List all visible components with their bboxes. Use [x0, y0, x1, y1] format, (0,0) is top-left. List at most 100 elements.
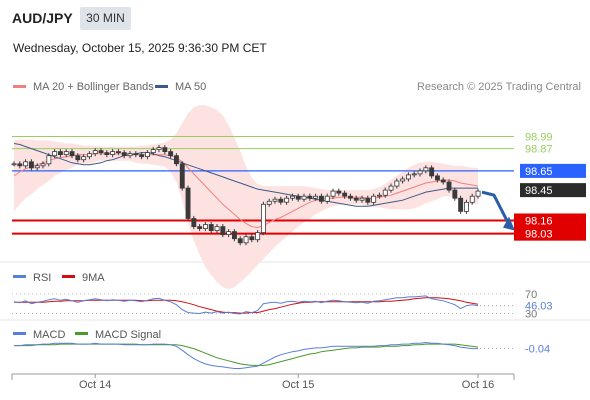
candle-body — [162, 147, 168, 153]
legend-rsi-ma: 9MA — [82, 272, 105, 284]
candle-body — [231, 231, 237, 240]
legend-macd: MACD — [33, 329, 65, 341]
candle-body — [289, 195, 295, 199]
candle-body — [34, 165, 40, 169]
candle-body — [150, 149, 156, 154]
candle-body — [92, 150, 98, 155]
x-tick-label: Oct 15 — [282, 379, 314, 391]
candle-body — [452, 189, 458, 199]
candle-body — [87, 153, 92, 158]
symbol-title: AUD/JPY — [12, 10, 73, 26]
candle-body — [214, 226, 220, 232]
candle-body — [382, 189, 388, 196]
candle-body — [63, 151, 69, 156]
candle-body — [185, 187, 191, 219]
candle-body — [376, 194, 382, 197]
candle-body — [301, 195, 307, 200]
candle-body — [359, 197, 365, 201]
candle-body — [249, 236, 255, 241]
candle-body — [255, 232, 261, 241]
candle-body — [278, 198, 284, 203]
candle-body — [342, 192, 348, 197]
chart-datetime: Wednesday, October 15, 2025 9:36:30 PM C… — [13, 41, 267, 55]
candle-body — [475, 190, 481, 197]
macd-last-value: -0.04 — [525, 344, 550, 356]
attribution: Research © 2025 Trading Central — [417, 81, 581, 93]
candle-body — [371, 195, 377, 203]
candle-body — [156, 147, 162, 151]
candle-body — [58, 151, 63, 156]
candle-body — [469, 195, 475, 203]
candle-body — [226, 231, 232, 236]
candle-body — [69, 151, 75, 157]
candle-body — [394, 180, 400, 187]
legend-macd-signal: MACD Signal — [95, 329, 161, 341]
legend-ma20: MA 20 + Bollinger Bands — [33, 81, 154, 93]
rsi-level-label: 30 — [525, 309, 537, 321]
candle-body — [98, 150, 104, 154]
candle-body — [272, 198, 278, 202]
candle-body — [237, 238, 243, 244]
candle-body — [388, 185, 394, 191]
candle-body — [127, 153, 133, 157]
support-label-bg — [514, 213, 586, 241]
price-label-support: 98.03 — [525, 229, 553, 241]
rsi-ma-line — [14, 297, 479, 314]
legend-swatch-ma20 — [13, 85, 26, 88]
candle-body — [110, 151, 116, 156]
candle-body — [46, 155, 52, 165]
candle-body — [116, 151, 121, 154]
candle-body — [168, 151, 174, 157]
legend-swatch-macd-signal — [75, 332, 88, 335]
candle-body — [400, 178, 406, 182]
price-label-resistance: 98.87 — [525, 144, 553, 156]
candle-body — [208, 224, 214, 231]
candle-body — [324, 195, 330, 202]
candle-body — [11, 163, 17, 166]
price-label-current-bg — [520, 163, 586, 178]
candle-body — [417, 170, 423, 175]
candle-body — [411, 173, 417, 176]
candle-body — [23, 161, 29, 167]
candles — [11, 145, 481, 246]
candle-body — [104, 152, 110, 156]
candle-body — [81, 156, 87, 161]
rsi-level-label: 70 — [525, 289, 537, 301]
legend-rsi: RSI — [33, 272, 51, 284]
candle-body — [144, 152, 150, 158]
candle-body — [284, 197, 290, 203]
candle-body — [434, 175, 440, 181]
ma50-line — [13, 143, 478, 207]
candle-body — [405, 174, 411, 180]
candle-body — [121, 152, 127, 157]
price-label-resistance: 98.99 — [525, 131, 553, 143]
forecast-arrow-head — [503, 216, 515, 231]
candle-body — [197, 226, 203, 230]
candle-body — [347, 195, 353, 199]
legend-swatch-rsi-ma — [62, 275, 75, 278]
timeframe-button[interactable]: 30 MIN — [80, 7, 131, 30]
candle-body — [365, 197, 371, 203]
x-tick-label: Oct 16 — [462, 379, 494, 391]
candle-body — [423, 167, 429, 172]
rsi-line — [13, 295, 479, 315]
candle-body — [179, 163, 185, 189]
rsi-last-value: 46.03 — [525, 301, 553, 313]
candle-body — [295, 195, 301, 200]
legend-swatch-ma50 — [155, 85, 168, 88]
candle-body — [330, 190, 336, 197]
price-label-last-bg — [520, 183, 586, 198]
candle-body — [336, 190, 342, 194]
candle-body — [440, 179, 446, 183]
price-label-current: 98.65 — [525, 166, 553, 178]
candle-body — [40, 163, 46, 167]
candle-body — [28, 161, 34, 169]
legend-swatch-macd — [13, 332, 26, 335]
candle-body — [243, 236, 249, 244]
candle-body — [75, 155, 81, 161]
candle-body — [133, 153, 139, 156]
price-label-last: 98.45 — [525, 185, 553, 197]
price-label-support: 98.16 — [525, 215, 553, 227]
